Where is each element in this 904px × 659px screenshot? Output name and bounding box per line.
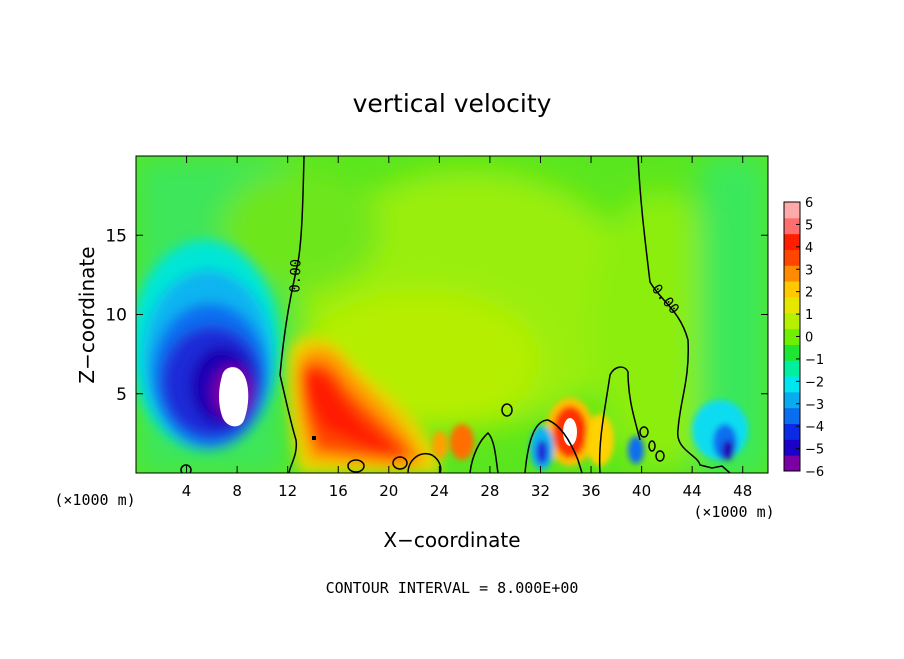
colorbar-tick-label: −1 bbox=[805, 353, 824, 368]
colorbar-swatch bbox=[784, 455, 800, 472]
colorbar-tick-label: −4 bbox=[805, 420, 824, 435]
center-updraft-core bbox=[563, 418, 577, 446]
left-downdraft-core bbox=[219, 367, 249, 427]
colorbar-swatch bbox=[784, 439, 800, 456]
colorbar-tick-label: 0 bbox=[805, 331, 813, 346]
y-axis-ticks: 5 10 15 bbox=[105, 226, 768, 405]
colorbar-swatch bbox=[784, 249, 800, 266]
colorbar-swatch bbox=[784, 217, 800, 235]
colorbar-swatch bbox=[784, 423, 800, 440]
chart-title: vertical velocity bbox=[353, 89, 552, 118]
colorbar-swatch bbox=[784, 233, 800, 250]
colorbar-swatch bbox=[784, 281, 800, 298]
colorbar-swatch bbox=[784, 312, 800, 330]
colorbar: 6 5 4 3 2 1 0 −1 −2 −3 −4 −5 −6 bbox=[783, 196, 824, 480]
x-tick-label: 48 bbox=[733, 482, 752, 500]
colorbar-tick-label: 1 bbox=[805, 308, 813, 323]
y-axis-label: Z−coordinate bbox=[75, 246, 99, 383]
colorbar-tick-label: 2 bbox=[805, 286, 813, 301]
plot-area: 0.00 0.00 bbox=[136, 156, 768, 473]
zero-contour bbox=[180, 156, 731, 473]
x-tick-label: 8 bbox=[232, 482, 242, 500]
y-tick-label: 10 bbox=[105, 306, 127, 326]
colorbar-tick-label: 5 bbox=[805, 218, 813, 233]
small-black-dot bbox=[312, 436, 316, 440]
y-tick-label: 5 bbox=[116, 385, 127, 405]
y-tick-label: 15 bbox=[105, 226, 127, 246]
colorbar-tick-label: −2 bbox=[805, 375, 824, 390]
x-unit-left: (×1000 m) bbox=[54, 491, 135, 509]
center-updraft bbox=[288, 336, 440, 473]
colorbar-swatch bbox=[784, 360, 800, 377]
x-tick-label: 20 bbox=[379, 482, 398, 500]
x-axis-label: X−coordinate bbox=[383, 528, 520, 552]
colorbar-swatch bbox=[784, 376, 800, 393]
colorbar-swatch bbox=[784, 265, 800, 282]
colorbar-tick-label: −5 bbox=[805, 443, 824, 458]
colorbar-swatch bbox=[784, 391, 800, 409]
contour-label-left: 0.00 bbox=[287, 259, 304, 293]
colorbar-swatch bbox=[784, 296, 800, 314]
x-tick-label: 16 bbox=[329, 482, 348, 500]
colorbar-tick-label: −6 bbox=[805, 465, 824, 480]
colorbar-tick-label: −3 bbox=[805, 398, 824, 413]
x-tick-label: 28 bbox=[480, 482, 499, 500]
x-tick-label: 4 bbox=[182, 482, 192, 500]
colorbar-tick-label: 6 bbox=[805, 196, 813, 211]
colorbar-swatch bbox=[784, 202, 800, 219]
x-tick-label: 24 bbox=[430, 482, 449, 500]
x-tick-label: 32 bbox=[531, 482, 550, 500]
left-downdraft bbox=[136, 240, 280, 450]
x-unit-right: (×1000 m) bbox=[693, 503, 774, 521]
x-axis-ticks: 4 8 12 16 20 24 28 32 36 40 44 48 bbox=[182, 156, 752, 500]
contour-interval-text: CONTOUR INTERVAL = 8.000E+00 bbox=[326, 579, 579, 597]
colorbar-tick-label: 3 bbox=[805, 263, 813, 278]
x-tick-label: 12 bbox=[278, 482, 297, 500]
x-tick-label: 36 bbox=[581, 482, 600, 500]
x-tick-label: 44 bbox=[683, 482, 702, 500]
colorbar-tick-label: 4 bbox=[805, 241, 813, 256]
colorbar-swatch bbox=[784, 328, 800, 345]
x-tick-label: 40 bbox=[632, 482, 651, 500]
colorbar-swatch bbox=[784, 344, 800, 361]
colorbar-swatch bbox=[784, 407, 800, 425]
